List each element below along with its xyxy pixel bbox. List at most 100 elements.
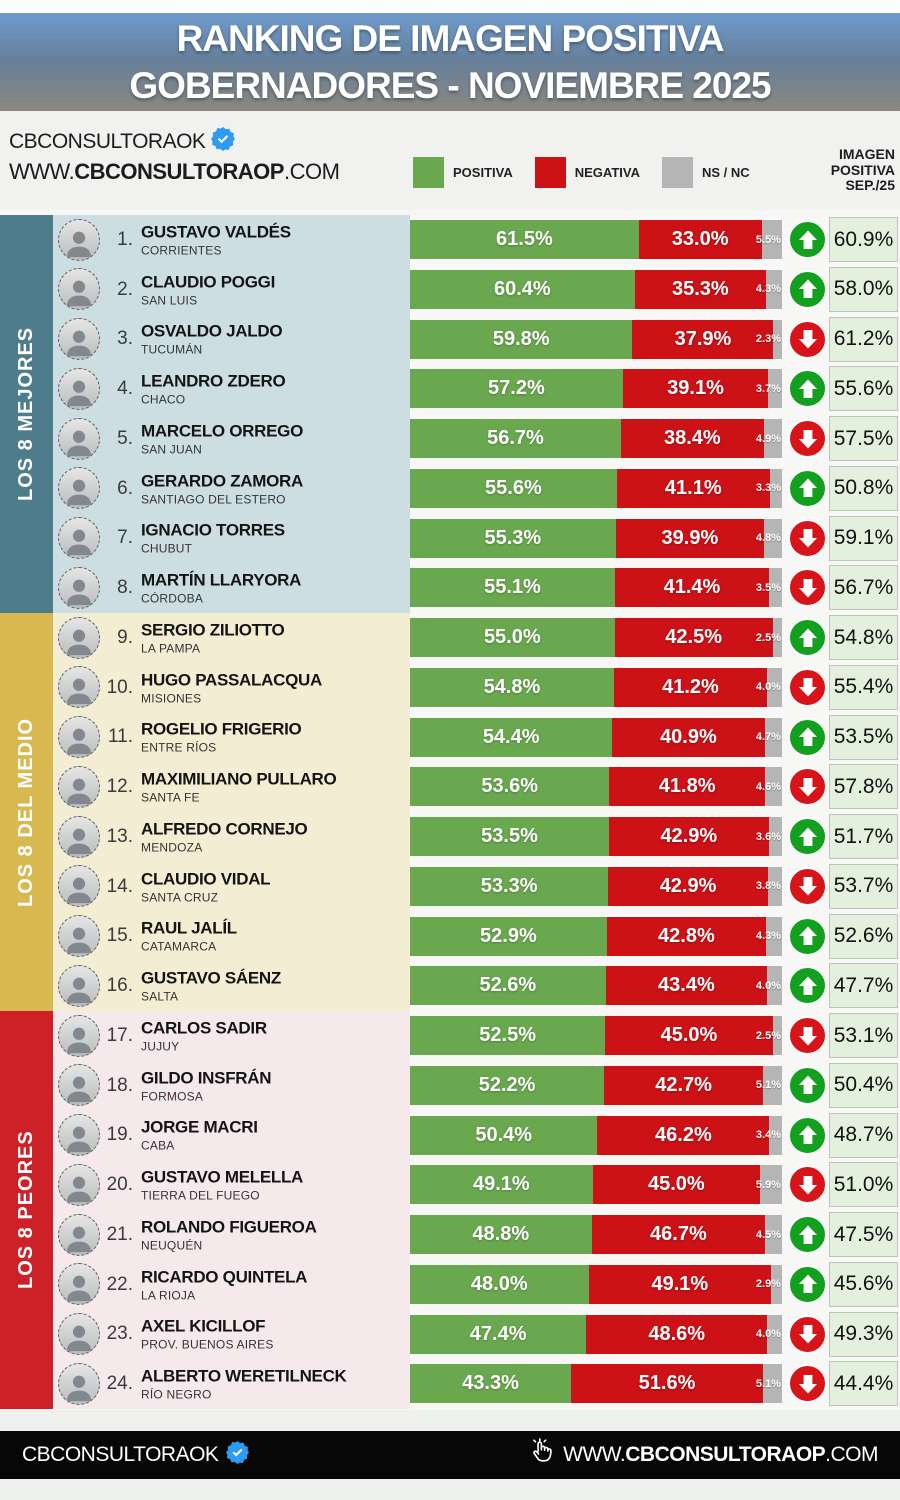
brand-url[interactable]: WWW.CBCONSULTORAOP.COM — [9, 159, 340, 185]
governor-row: 15. RAUL JALÍL CATAMARCA 52.9% 42.8% 4.3… — [53, 912, 900, 962]
negativa-segment: 48.6% — [586, 1314, 768, 1354]
header-banner: RANKING DE IMAGEN POSITIVA GOBERNADORES … — [0, 13, 900, 111]
subheader: CBCONSULTORAOK WWW.CBCONSULTORAOP.COM PO… — [0, 111, 900, 210]
negativa-segment: 35.3% — [634, 269, 766, 309]
prev-header-line1: IMAGEN — [839, 146, 895, 162]
positiva-value: 53.3% — [480, 874, 538, 897]
nsnc-segment: 4.7% — [756, 717, 782, 757]
section-label: LOS 8 MEJORES — [15, 326, 37, 502]
governor-name: GUSTAVO SÁENZ — [141, 968, 281, 988]
person-icon — [66, 828, 92, 854]
governor-avatar — [58, 716, 100, 758]
previous-column-header: IMAGEN POSITIVA SEP./25 — [831, 146, 895, 194]
governor-province: CÓRDOBA — [141, 591, 204, 606]
governor-name: RICARDO QUINTELA — [141, 1267, 308, 1287]
page-title-line2: GOBERNADORES - NOVIEMBRE 2025 — [129, 65, 771, 106]
nsnc-segment: 4.6% — [756, 767, 782, 807]
positiva-value: 55.3% — [484, 526, 542, 549]
positiva-segment: 55.0% — [410, 618, 615, 657]
negativa-value: 48.6% — [648, 1322, 706, 1345]
governor-name: MAXIMILIANO PULLARO — [141, 769, 337, 789]
positiva-value: 43.3% — [462, 1372, 519, 1395]
footer-url[interactable]: WWW.CBCONSULTORAOP.COM — [527, 1438, 878, 1472]
nsnc-segment: 5.9% — [756, 1165, 782, 1205]
positiva-value: 59.8% — [492, 327, 550, 350]
person-icon — [66, 430, 92, 456]
positiva-value: 49.1% — [472, 1173, 530, 1196]
governor-identity: CLAUDIO POGGI SAN LUIS — [141, 272, 403, 307]
governor-row: 10. HUGO PASSALACQUA MISIONES 54.8% 41.2… — [53, 663, 900, 713]
section-los-8-mejores: LOS 8 MEJORES 1. GUSTAVO VALDÉS CORRIENT… — [0, 215, 900, 613]
rank-number: 2. — [117, 278, 133, 300]
governor-row: 19. JORGE MACRI CABA 50.4% 46.2% 3.4% 48… — [53, 1111, 900, 1161]
governor-row: 17. CARLOS SADIR JUJUY 52.5% 45.0% 2.5% … — [53, 1011, 900, 1061]
previous-value-cell: 47.5% — [829, 1212, 898, 1257]
nsnc-value: 5.1% — [755, 1079, 781, 1092]
negativa-segment: 39.1% — [622, 369, 769, 409]
url-prefix: WWW. — [563, 1443, 626, 1466]
governor-avatar — [58, 417, 100, 460]
governor-avatar — [58, 865, 100, 908]
person-icon — [66, 529, 92, 556]
previous-value: 48.7% — [833, 1123, 894, 1146]
positiva-segment: 61.5% — [410, 220, 639, 259]
previous-value: 60.9% — [833, 227, 894, 251]
previous-value-cell: 53.1% — [829, 1013, 898, 1058]
positiva-segment: 53.3% — [410, 866, 609, 906]
positiva-value: 57.2% — [488, 377, 545, 400]
rank-number: 20. — [106, 1174, 133, 1196]
negativa-segment: 41.8% — [609, 767, 765, 807]
positiva-segment: 54.4% — [410, 717, 613, 757]
nsnc-value: 2.5% — [755, 631, 781, 644]
governor-row: 7. IGNACIO TORRES CHUBUT 55.3% 39.9% 4.8… — [53, 514, 900, 564]
governor-row: 13. ALFREDO CORNEJO MENDOZA 53.5% 42.9% … — [53, 812, 900, 862]
governor-row: 9. SERGIO ZILIOTTO LA PAMPA 55.0% 42.5% … — [53, 613, 900, 663]
governor-province: PROV. BUENOS AIRES — [141, 1337, 274, 1352]
negativa-value: 42.7% — [655, 1073, 712, 1096]
rank-number: 12. — [106, 776, 133, 798]
governor-row: 14. CLAUDIO VIDAL SANTA CRUZ 53.3% 42.9%… — [53, 862, 900, 912]
governor-province: MENDOZA — [141, 840, 203, 855]
trend-down-icon — [788, 419, 827, 458]
url-prefix: WWW. — [9, 159, 75, 184]
url-bold: CBCONSULTORAOP — [74, 159, 284, 184]
person-icon — [66, 1176, 92, 1202]
trend-up-icon — [788, 717, 827, 757]
image-bar: 55.1% 41.4% 3.5% — [410, 568, 782, 608]
rank-number: 17. — [106, 1024, 133, 1046]
previous-value-cell: 53.5% — [829, 714, 898, 760]
negativa-value: 42.5% — [665, 626, 722, 648]
negativa-segment: 41.4% — [614, 568, 769, 608]
governor-avatar — [58, 815, 100, 858]
trend-down-icon — [788, 1165, 827, 1205]
negativa-label: NEGATIVA — [574, 165, 640, 180]
governor-row: 11. ROGELIO FRIGERIO ENTRE RÍOS 54.4% 40… — [53, 713, 900, 763]
governor-province: MISIONES — [141, 691, 202, 706]
rank-number: 21. — [106, 1223, 133, 1245]
previous-value-cell: 44.4% — [829, 1361, 898, 1407]
governor-province: FORMOSA — [141, 1089, 204, 1104]
governor-name: MARCELO ORREGO — [141, 421, 304, 441]
governor-province: CHUBUT — [141, 541, 193, 556]
image-bar: 59.8% 37.9% 2.3% — [410, 319, 782, 359]
positiva-value: 52.9% — [480, 924, 537, 947]
negativa-segment: 40.9% — [612, 717, 765, 757]
governor-province: CORRIENTES — [141, 243, 222, 258]
negativa-value: 42.9% — [660, 825, 718, 847]
governor-row: 22. RICARDO QUINTELA LA RIOJA 48.0% 49.1… — [53, 1260, 900, 1310]
trend-down-icon — [788, 319, 827, 359]
rank-number: 7. — [117, 527, 133, 549]
governor-province: SAN JUAN — [141, 442, 202, 457]
negativa-value: 41.4% — [663, 576, 721, 599]
governor-row: 20. GUSTAVO MELELLA TIERRA DEL FUEGO 49.… — [53, 1160, 900, 1210]
previous-value: 50.4% — [833, 1073, 894, 1097]
governor-row: 1. GUSTAVO VALDÉS CORRIENTES 61.5% 33.0%… — [53, 215, 900, 265]
governor-identity: SERGIO ZILIOTTO LA PAMPA — [141, 620, 403, 655]
section-los-8-del-medio: LOS 8 DEL MEDIO 9. SERGIO ZILIOTTO LA PA… — [0, 613, 900, 1011]
governor-row: 8. MARTÍN LLARYORA CÓRDOBA 55.1% 41.4% 3… — [53, 563, 900, 613]
negativa-value: 39.1% — [667, 377, 724, 400]
nsnc-segment: 4.3% — [756, 269, 782, 309]
governor-avatar — [58, 616, 100, 659]
positiva-segment: 43.3% — [410, 1364, 572, 1404]
governor-name: CARLOS SADIR — [141, 1018, 267, 1038]
